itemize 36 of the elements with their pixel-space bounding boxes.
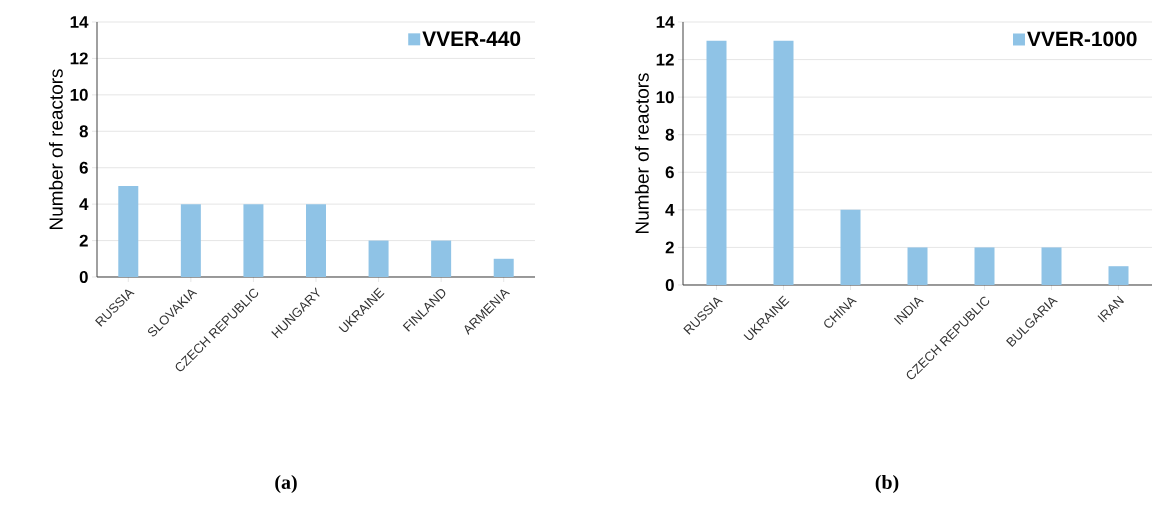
bar <box>431 240 452 277</box>
y-tick-label: 14 <box>70 16 89 28</box>
y-tick-label: 12 <box>70 52 88 65</box>
bar <box>306 204 326 277</box>
y-tick-label: 0 <box>79 271 88 283</box>
bar <box>368 240 389 277</box>
bar <box>907 247 928 285</box>
bar <box>493 258 514 277</box>
y-tick-label: 0 <box>665 279 674 291</box>
bar <box>118 185 139 277</box>
legend-label: VVER-440 <box>422 31 521 47</box>
y-axis-title: Number of reactors <box>634 73 649 233</box>
y-tick-label: 10 <box>70 88 88 101</box>
text: (a) <box>275 474 297 494</box>
bar <box>706 40 727 285</box>
bar <box>180 204 201 277</box>
bar <box>1041 247 1062 285</box>
y-tick-label: 2 <box>79 234 88 247</box>
bar <box>974 247 995 285</box>
bar <box>840 209 861 285</box>
y-tick-label: 10 <box>656 91 674 104</box>
y-tick-label: 4 <box>79 198 89 210</box>
y-tick-label: 8 <box>79 125 88 138</box>
legend-label: VVER-1000 <box>1027 31 1137 47</box>
y-axis-title: Number of reactors <box>48 69 63 229</box>
y-tick-label: 12 <box>656 53 674 66</box>
y-tick-label: 2 <box>665 241 674 254</box>
y-tick-label: 6 <box>79 161 88 174</box>
bar <box>773 40 794 285</box>
y-tick-label: 4 <box>665 204 675 216</box>
bar <box>243 204 264 277</box>
bar <box>1108 266 1129 285</box>
y-tick-label: 8 <box>665 128 674 141</box>
text: (b) <box>875 474 899 494</box>
y-tick-label: 6 <box>665 166 674 179</box>
y-tick-label: 14 <box>656 16 675 28</box>
